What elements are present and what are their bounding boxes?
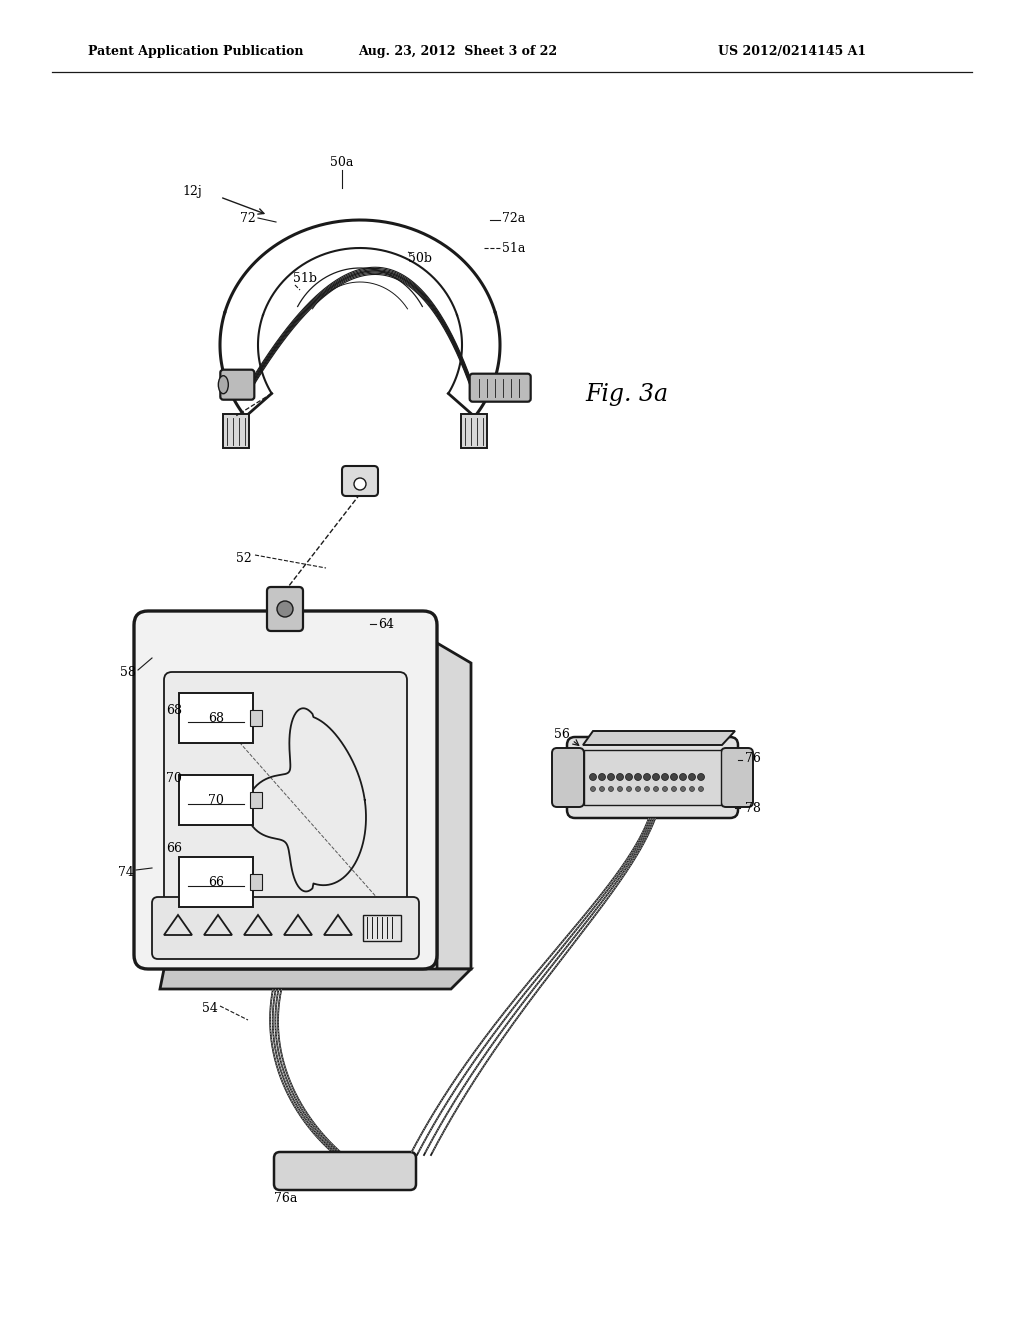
Circle shape: [608, 787, 613, 792]
Text: 76a: 76a: [274, 1192, 298, 1204]
Circle shape: [689, 787, 694, 792]
Ellipse shape: [218, 376, 228, 393]
FancyBboxPatch shape: [267, 587, 303, 631]
Circle shape: [672, 787, 677, 792]
Circle shape: [643, 774, 650, 780]
Bar: [250, 874, 262, 890]
Bar: [250, 710, 262, 726]
Circle shape: [591, 787, 596, 792]
Circle shape: [671, 774, 678, 780]
Circle shape: [636, 787, 640, 792]
Circle shape: [662, 774, 669, 780]
Circle shape: [627, 787, 632, 792]
Circle shape: [616, 774, 624, 780]
FancyBboxPatch shape: [274, 1152, 416, 1191]
FancyBboxPatch shape: [461, 413, 486, 447]
Circle shape: [681, 787, 685, 792]
Text: 72: 72: [241, 211, 256, 224]
Text: 70: 70: [166, 771, 182, 784]
Text: Patent Application Publication: Patent Application Publication: [88, 45, 303, 58]
Text: 52: 52: [237, 552, 252, 565]
Text: Fig. 3a: Fig. 3a: [585, 384, 668, 407]
Text: 51a: 51a: [502, 242, 525, 255]
Text: Aug. 23, 2012  Sheet 3 of 22: Aug. 23, 2012 Sheet 3 of 22: [358, 45, 557, 58]
Text: 68: 68: [208, 711, 224, 725]
FancyBboxPatch shape: [164, 672, 407, 928]
FancyBboxPatch shape: [342, 466, 378, 496]
Bar: [250, 792, 262, 808]
Polygon shape: [583, 731, 735, 744]
Circle shape: [590, 774, 597, 780]
Text: 78: 78: [745, 801, 761, 814]
FancyBboxPatch shape: [220, 370, 254, 400]
FancyBboxPatch shape: [721, 748, 753, 807]
Circle shape: [697, 774, 705, 780]
FancyBboxPatch shape: [179, 857, 253, 907]
Text: 66: 66: [208, 875, 224, 888]
Circle shape: [652, 774, 659, 780]
Bar: [362, 915, 401, 941]
FancyBboxPatch shape: [584, 750, 721, 805]
Text: 50a: 50a: [331, 156, 353, 169]
Circle shape: [635, 774, 641, 780]
Text: 51b: 51b: [293, 272, 317, 285]
Polygon shape: [437, 643, 471, 969]
FancyBboxPatch shape: [134, 611, 437, 969]
FancyBboxPatch shape: [179, 693, 253, 743]
Circle shape: [278, 601, 293, 616]
Text: 70: 70: [208, 793, 224, 807]
Text: 68: 68: [166, 704, 182, 717]
Circle shape: [680, 774, 686, 780]
Text: 12j: 12j: [182, 186, 202, 198]
Text: 76: 76: [745, 751, 761, 764]
FancyBboxPatch shape: [179, 775, 253, 825]
Circle shape: [617, 787, 623, 792]
Circle shape: [599, 787, 604, 792]
FancyBboxPatch shape: [223, 413, 249, 447]
Circle shape: [663, 787, 668, 792]
FancyBboxPatch shape: [470, 374, 530, 401]
Circle shape: [354, 478, 366, 490]
Text: 74: 74: [118, 866, 134, 879]
Circle shape: [598, 774, 605, 780]
Text: 66: 66: [166, 842, 182, 854]
Circle shape: [607, 774, 614, 780]
Circle shape: [644, 787, 649, 792]
Text: 54: 54: [202, 1002, 218, 1015]
Circle shape: [688, 774, 695, 780]
Text: 58: 58: [120, 665, 136, 678]
Text: US 2012/0214145 A1: US 2012/0214145 A1: [718, 45, 866, 58]
FancyBboxPatch shape: [567, 737, 738, 818]
Text: 72a: 72a: [502, 211, 525, 224]
FancyBboxPatch shape: [152, 898, 419, 960]
Text: 50b: 50b: [408, 252, 432, 264]
Polygon shape: [160, 969, 471, 989]
Circle shape: [626, 774, 633, 780]
Circle shape: [653, 787, 658, 792]
Circle shape: [698, 787, 703, 792]
Text: 64: 64: [378, 618, 394, 631]
Text: 56: 56: [554, 727, 570, 741]
FancyBboxPatch shape: [552, 748, 584, 807]
